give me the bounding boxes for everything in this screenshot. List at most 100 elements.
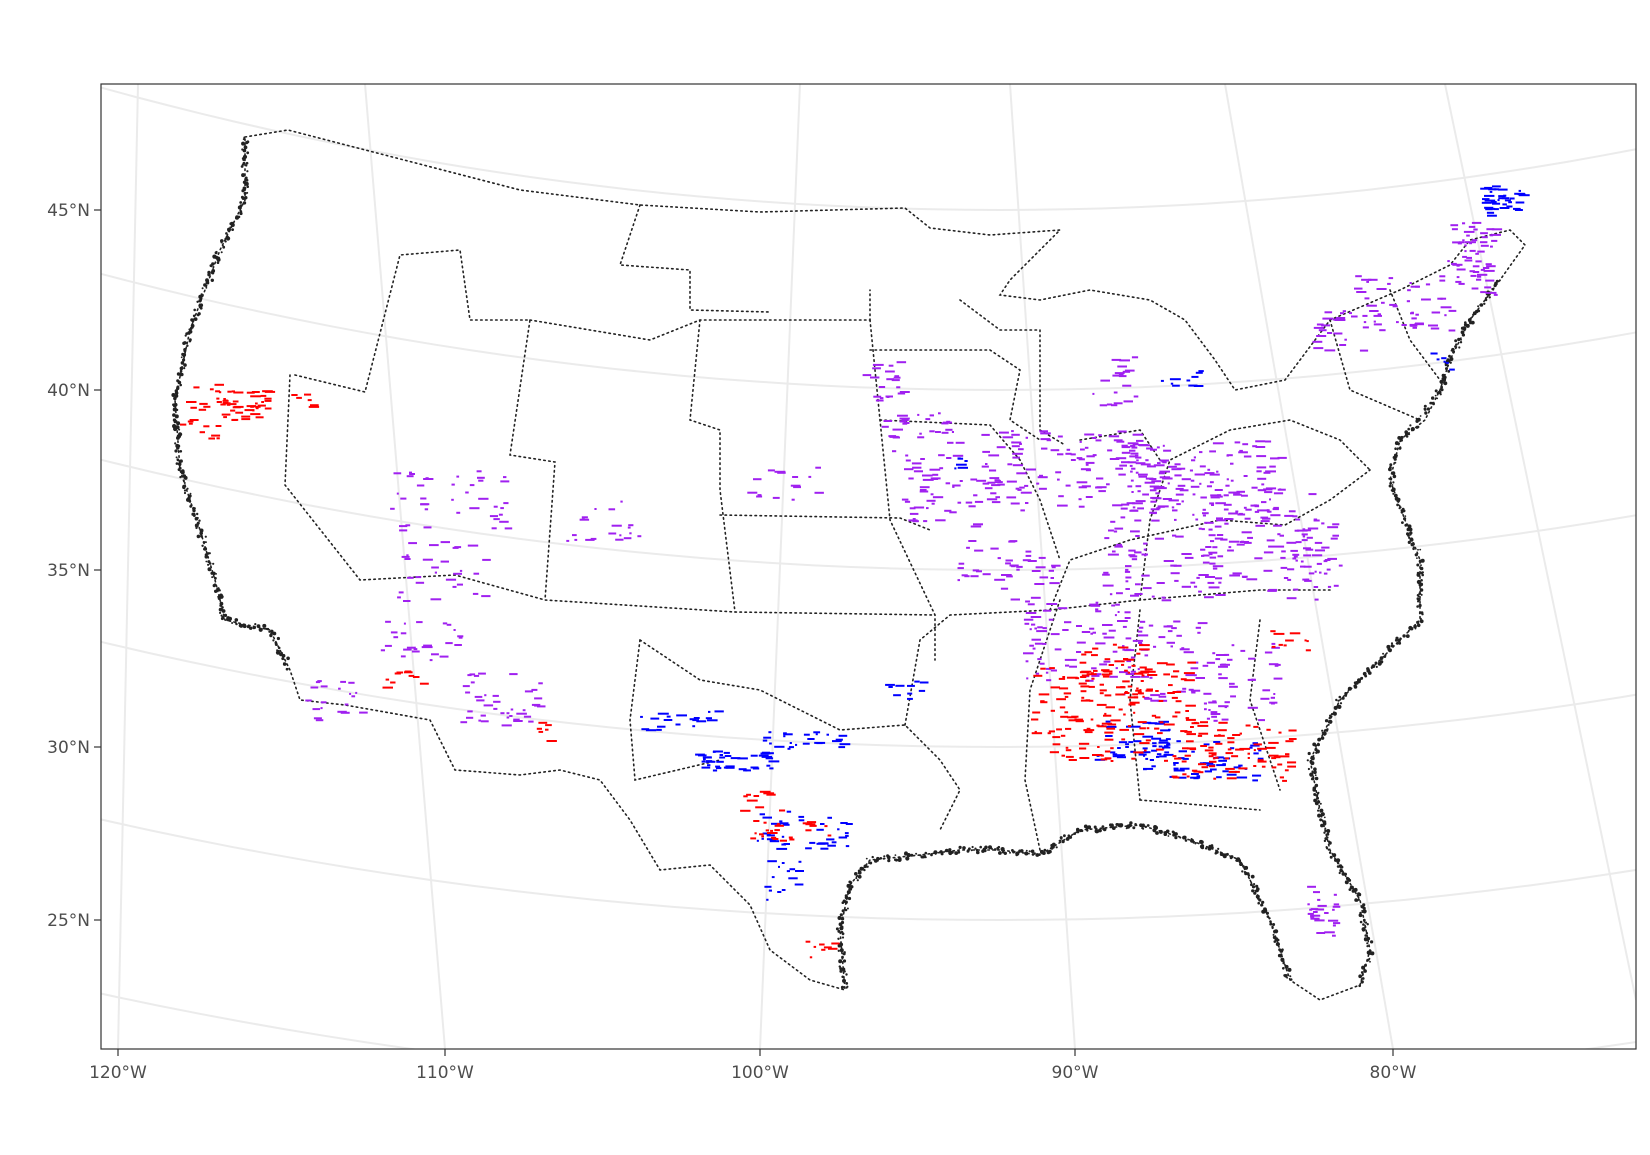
coast-speck <box>207 273 211 277</box>
red-point <box>1183 672 1195 675</box>
blue-point <box>1193 385 1204 387</box>
purple-point <box>423 644 432 647</box>
blue-point <box>1485 208 1493 211</box>
coast-speck <box>202 541 206 544</box>
purple-point <box>1466 234 1470 237</box>
blue-point <box>692 719 699 722</box>
red-point <box>1104 658 1111 661</box>
blue-point <box>1142 735 1154 738</box>
red-point <box>255 405 261 408</box>
red-point <box>774 824 784 827</box>
purple-point <box>1132 502 1143 505</box>
purple-point <box>405 524 411 527</box>
purple-point <box>976 479 987 482</box>
blue-point <box>789 868 796 871</box>
red-point <box>1103 714 1112 717</box>
red-point <box>1105 706 1115 709</box>
purple-point <box>792 476 799 478</box>
purple-point <box>469 484 475 487</box>
purple-point <box>1272 508 1279 511</box>
coast-speck <box>1172 833 1176 837</box>
purple-point <box>1216 534 1224 536</box>
coast-speck <box>886 855 891 860</box>
red-point <box>1056 728 1062 731</box>
coast-speck <box>837 916 842 920</box>
coast-speck <box>201 544 204 547</box>
purple-point <box>1401 324 1407 326</box>
red-point <box>223 398 226 400</box>
coast-speck <box>1418 612 1421 615</box>
purple-point <box>996 446 1006 449</box>
purple-point <box>1135 485 1142 488</box>
purple-point <box>1011 441 1014 444</box>
purple-point <box>313 717 322 720</box>
purple-point <box>885 395 893 398</box>
purple-point <box>886 378 894 381</box>
red-point <box>308 405 320 408</box>
purple-point <box>1127 666 1131 669</box>
purple-point <box>1270 457 1280 460</box>
red-point <box>536 727 542 730</box>
purple-point <box>892 428 903 431</box>
coast-speck <box>1407 534 1410 537</box>
coast-speck <box>205 278 209 283</box>
purple-point <box>1102 573 1110 576</box>
purple-point <box>1258 719 1265 722</box>
purple-point <box>959 480 963 482</box>
purple-point <box>1176 503 1181 506</box>
purple-point <box>987 481 996 484</box>
purple-point <box>988 454 1000 457</box>
coast-speck <box>1374 661 1378 665</box>
red-point <box>1144 670 1156 673</box>
blue-point <box>1222 770 1229 773</box>
blue-point <box>1492 202 1501 205</box>
purple-point <box>908 477 914 480</box>
purple-point <box>1210 711 1218 714</box>
state-line <box>1389 289 1441 381</box>
coast-speck <box>1312 742 1317 747</box>
coast-speck <box>1153 825 1158 829</box>
purple-point <box>465 491 469 494</box>
coast-speck <box>242 624 247 629</box>
coast-speck <box>1416 623 1421 628</box>
coast-speck <box>1365 932 1369 935</box>
blue-point <box>1160 729 1170 732</box>
purple-point <box>1156 446 1160 449</box>
coast-speck <box>245 164 248 167</box>
purple-point <box>1284 514 1294 517</box>
coast-speck <box>998 851 1002 855</box>
coast-speck <box>1389 482 1392 485</box>
blue-point <box>1191 375 1199 378</box>
purple-point <box>1029 644 1034 647</box>
coast-speck <box>1363 937 1368 942</box>
red-point <box>1058 677 1066 680</box>
purple-point <box>1011 441 1022 444</box>
red-point <box>774 829 780 832</box>
blue-point <box>764 885 772 888</box>
purple-point <box>1190 581 1196 584</box>
purple-point <box>1102 624 1113 626</box>
blue-point <box>1253 752 1259 755</box>
coast-speck <box>1246 872 1250 876</box>
blue-point <box>794 883 804 886</box>
coast-speck <box>906 853 911 857</box>
coast-speck <box>915 852 918 855</box>
purple-point <box>926 507 929 510</box>
purple-point <box>1125 637 1132 640</box>
purple-point <box>989 477 1000 480</box>
coast-speck <box>1416 563 1420 567</box>
red-point <box>1287 765 1296 768</box>
blue-point <box>1497 188 1508 191</box>
blue-point <box>769 767 774 770</box>
purple-point <box>409 471 412 474</box>
coast-speck <box>205 287 208 289</box>
purple-point <box>1006 496 1017 499</box>
coast-speck <box>1416 605 1419 608</box>
purple-point <box>1412 326 1417 329</box>
red-point <box>1071 715 1079 718</box>
purple-point <box>1081 631 1091 633</box>
coast-speck <box>1459 341 1463 344</box>
blue-point <box>1133 740 1142 743</box>
purple-point <box>974 500 984 503</box>
red-point <box>805 940 811 943</box>
